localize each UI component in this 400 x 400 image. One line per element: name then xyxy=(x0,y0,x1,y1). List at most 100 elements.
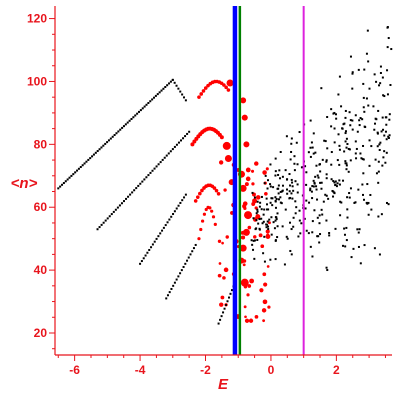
black-chain-point xyxy=(149,171,152,174)
black-cloud-point xyxy=(354,114,357,117)
x-tick-label: -6 xyxy=(69,363,80,377)
black-cloud-point xyxy=(265,223,268,226)
black-cloud-point xyxy=(351,71,354,74)
black-cloud-point xyxy=(330,178,333,181)
black-chain-point xyxy=(111,135,114,138)
black-chain-point xyxy=(91,155,94,158)
black-cloud-point xyxy=(286,192,289,195)
black-cloud-point xyxy=(380,130,383,133)
black-chain-point xyxy=(141,180,144,183)
black-cloud-point xyxy=(362,158,365,161)
black-cloud-point xyxy=(345,137,348,140)
black-cloud-point xyxy=(385,151,388,154)
red-big-point xyxy=(240,278,249,287)
black-cloud-point xyxy=(349,119,352,122)
black-cloud-point xyxy=(359,152,362,155)
black-cloud-point xyxy=(317,235,320,238)
black-cloud-point xyxy=(344,132,347,135)
red-scatter-point xyxy=(218,262,222,265)
black-chain-point xyxy=(169,80,172,83)
black-cloud-point xyxy=(345,168,348,171)
black-chain-point xyxy=(189,253,192,256)
black-cloud-point xyxy=(345,239,348,242)
black-chain-point xyxy=(128,119,131,122)
black-chain-point xyxy=(223,307,226,310)
black-cloud-point xyxy=(253,257,256,260)
black-cloud-point xyxy=(318,241,321,244)
black-chain-point xyxy=(222,311,225,314)
black-cloud-point xyxy=(362,106,365,109)
black-cloud-point xyxy=(319,170,322,173)
black-cloud-point xyxy=(335,117,338,120)
red-arc-point xyxy=(199,227,203,232)
black-chain-point xyxy=(122,125,125,128)
black-cloud-point xyxy=(335,185,338,188)
black-chain-point xyxy=(112,210,115,213)
black-chain-point xyxy=(110,213,113,216)
black-cloud-point xyxy=(373,73,376,76)
black-cloud-point xyxy=(379,82,382,85)
black-chain-point xyxy=(184,135,187,138)
black-cloud-point xyxy=(379,141,382,144)
black-cloud-point xyxy=(347,170,350,173)
y-tick-label: 100 xyxy=(27,74,47,88)
red-scatter-point xyxy=(266,265,270,268)
red-scatter-point xyxy=(247,225,252,230)
black-cloud-point xyxy=(386,69,389,72)
black-cloud-point xyxy=(326,269,329,272)
black-cloud-point xyxy=(344,109,347,112)
black-cloud-point xyxy=(267,208,270,211)
black-cloud-point xyxy=(326,116,329,119)
black-cloud-point xyxy=(354,152,357,155)
black-chain-point xyxy=(147,174,150,177)
black-cloud-point xyxy=(298,219,301,222)
black-cloud-point xyxy=(298,209,301,212)
x-tick-label: 2 xyxy=(333,363,340,377)
y-tick-label: 20 xyxy=(34,326,48,340)
black-chain-point xyxy=(157,163,160,166)
black-cloud-point xyxy=(273,227,276,230)
black-cloud-point xyxy=(262,252,265,255)
y-tick-label: 80 xyxy=(34,137,48,151)
black-chain-point xyxy=(183,96,186,99)
black-chain-point xyxy=(98,226,101,229)
black-chain-point xyxy=(146,251,149,254)
red-scatter-layer xyxy=(190,79,271,323)
black-cloud-point xyxy=(366,29,369,32)
black-chain-point xyxy=(133,189,136,192)
black-chain-point xyxy=(172,284,175,287)
black-chain-point xyxy=(127,195,130,198)
red-arc-point xyxy=(210,209,214,213)
red-arc-point xyxy=(224,85,228,90)
black-cloud-point xyxy=(377,215,380,218)
black-cloud-point xyxy=(256,210,259,213)
black-cloud-point xyxy=(285,135,288,138)
black-cloud-point xyxy=(276,225,279,228)
black-cloud-point xyxy=(339,200,342,203)
red-scatter-point xyxy=(258,233,263,238)
red-scatter-point xyxy=(242,263,246,267)
black-cloud-point xyxy=(349,124,352,127)
black-cloud-point xyxy=(363,110,366,113)
black-cloud-point xyxy=(263,208,266,211)
black-cloud-point xyxy=(271,204,274,207)
red-scatter-point xyxy=(217,273,222,278)
red-arc-point xyxy=(193,199,198,203)
red-arc-point xyxy=(226,88,231,92)
black-chain-point xyxy=(100,223,103,226)
black-cloud-point xyxy=(348,148,351,151)
black-cloud-point xyxy=(261,222,264,225)
black-cloud-point xyxy=(332,195,335,198)
black-chain-point xyxy=(132,116,135,119)
black-cloud-point xyxy=(388,134,391,137)
black-chain-point xyxy=(72,173,75,176)
black-cloud-point xyxy=(284,169,287,172)
black-cloud-point xyxy=(383,150,386,153)
black-cloud-point xyxy=(387,203,390,206)
black-cloud-point xyxy=(374,122,377,125)
black-chain-point xyxy=(141,107,144,110)
axes: -6 -4 -2 0 2 20 40 60 80 100 120 xyxy=(27,6,392,377)
red-scatter-point xyxy=(244,182,249,187)
black-chain-point xyxy=(165,297,168,300)
black-chain-point xyxy=(109,137,112,140)
